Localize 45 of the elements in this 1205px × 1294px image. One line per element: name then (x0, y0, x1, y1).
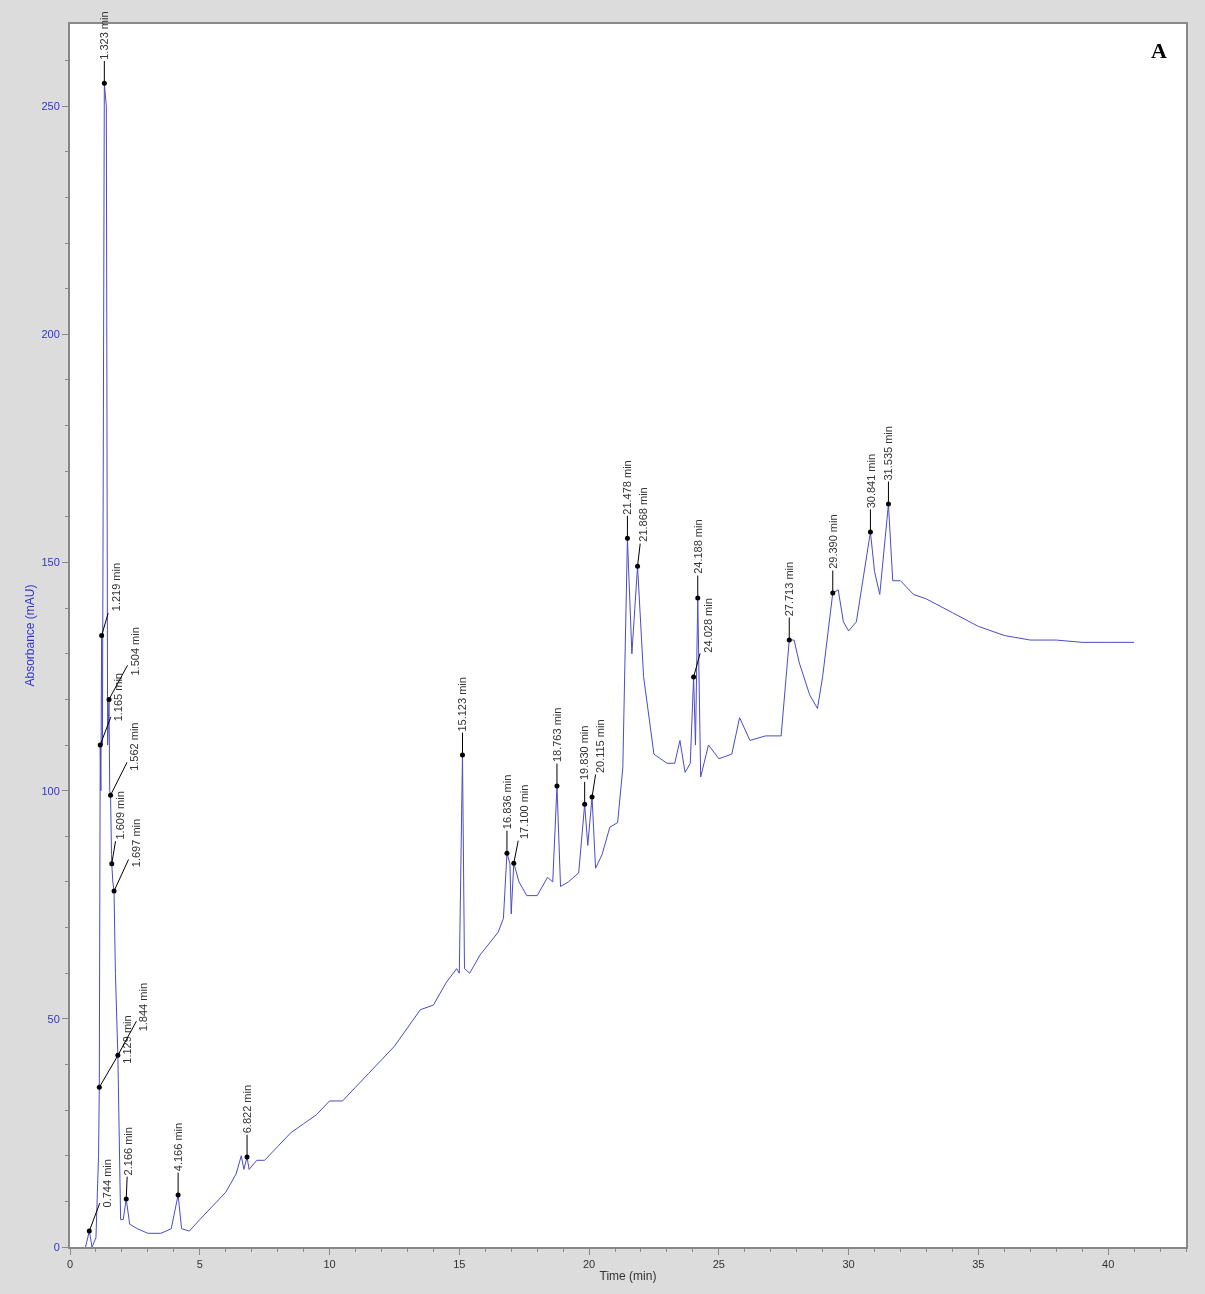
x-axis-title: Time (min) (599, 1268, 657, 1283)
annotation: 6.822 min (240, 1084, 253, 1134)
annotation: 24.028 min (701, 598, 714, 653)
x-tick-label: 30 (842, 1258, 855, 1271)
x-tick-label: 5 (196, 1258, 203, 1271)
annotation: 17.100 min (517, 784, 530, 840)
annotation: 1.697 min (129, 818, 142, 868)
annotation: 1.219 min (110, 562, 123, 612)
x-tick-label: 20 (582, 1258, 596, 1271)
annotation: 1.609 min (113, 791, 126, 840)
annotation: 1.165 min (112, 673, 125, 722)
y-axis-title: Absorbance (mAU) (23, 584, 38, 687)
annotation: 18.763 min (550, 707, 563, 763)
x-tick-label: 0 (66, 1258, 74, 1271)
y-tick-label: 100 (41, 784, 60, 797)
x-tick-label: 35 (972, 1258, 985, 1271)
annotation: 20.115 min (594, 719, 606, 774)
annotation: 1.562 min (128, 722, 141, 771)
y-tick-label: 250 (41, 99, 60, 112)
annotation: 19.830 min (578, 725, 591, 781)
annotation: 2.166 min (122, 1127, 135, 1176)
annotation: 1.504 min (128, 627, 141, 676)
x-tick-label: 25 (712, 1258, 725, 1271)
annotation: 1.323 min (97, 11, 110, 60)
annotation: 30.841 min (864, 453, 877, 509)
x-tick-label: 10 (323, 1258, 336, 1271)
annotation: A (1151, 38, 1167, 63)
annotation: 1.129 min (120, 1015, 133, 1064)
y-tick-label: 0 (53, 1240, 60, 1253)
annotation: 31.535 min (882, 426, 895, 481)
y-tick-label: 200 (41, 328, 60, 341)
annotation: 0.744 min (101, 1159, 114, 1208)
annotation: 21.478 min (621, 460, 634, 515)
annotation: 1.844 min (137, 982, 150, 1032)
annotation: 4.166 min (172, 1122, 185, 1172)
annotation: 21.868 min (637, 487, 650, 542)
annotation: 29.390 min (826, 514, 839, 569)
y-tick-label: 150 (41, 556, 60, 569)
y-tick-label: 50 (47, 1012, 60, 1025)
annotation: 15.123 min (456, 677, 469, 732)
annotation: 24.188 min (691, 519, 704, 574)
x-tick-label: 40 (1102, 1258, 1115, 1271)
annotation: 16.836 min (500, 774, 513, 830)
annotation: 27.713 min (783, 561, 796, 617)
x-tick-label: 15 (453, 1258, 466, 1271)
